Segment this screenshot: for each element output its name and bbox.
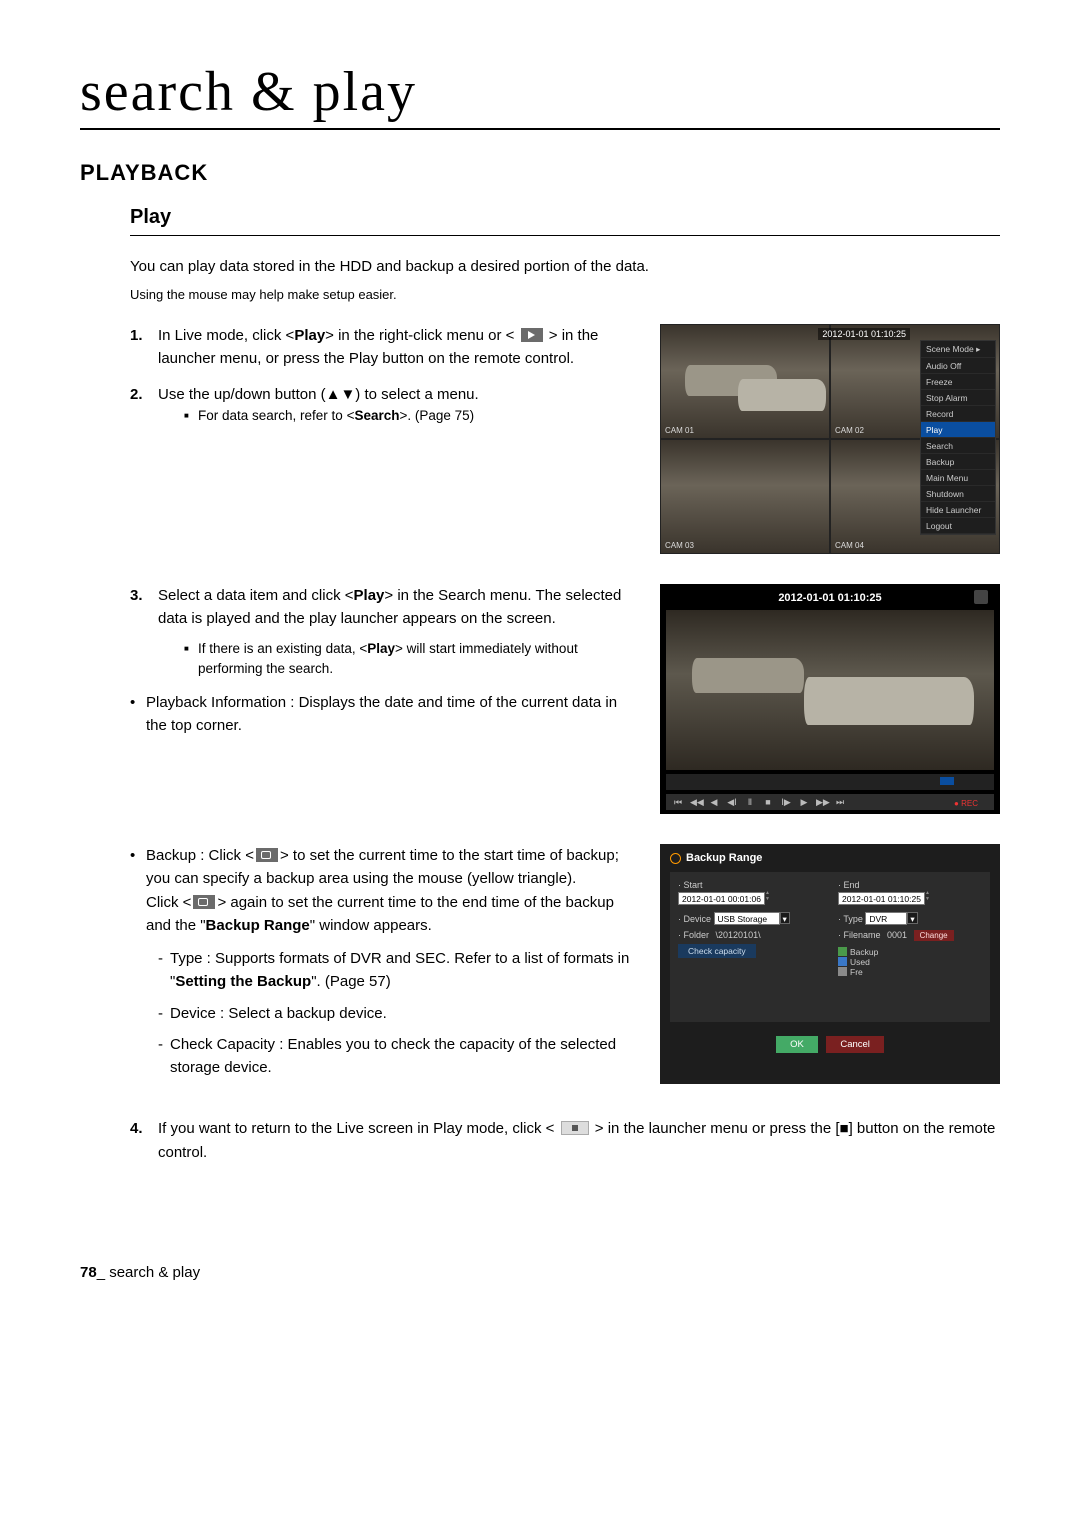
context-menu-item[interactable]: Play	[921, 422, 995, 438]
intro-text-1: You can play data stored in the HDD and …	[130, 256, 1000, 279]
playback-control-button[interactable]: ▶	[798, 797, 810, 807]
context-menu-item[interactable]: Logout	[921, 518, 995, 534]
playback-control-button[interactable]: Ⅰ▶	[780, 797, 792, 807]
end-field[interactable]: 2012-01-01 01:10:25	[838, 892, 925, 905]
playback-control-button[interactable]: ◀	[708, 797, 720, 807]
intro-text-2: Using the mouse may help make setup easi…	[130, 285, 1000, 305]
ok-button[interactable]: OK	[776, 1036, 818, 1053]
dash-device: Device : Select a backup device.	[158, 1002, 640, 1025]
backup-icon	[256, 848, 278, 862]
playback-control-button[interactable]: ◀Ⅰ	[726, 797, 738, 807]
legend-item: Backup	[838, 947, 982, 957]
filename-value: 0001	[887, 930, 907, 940]
step-3: 3. Select a data item and click <Play> i…	[130, 584, 640, 679]
rec-indicator: ● REC	[954, 799, 978, 808]
context-menu-item[interactable]: Backup	[921, 454, 995, 470]
step-1: 1. In Live mode, click <Play> in the rig…	[130, 324, 640, 371]
playback-info-bullet: Playback Information : Displays the date…	[130, 691, 640, 738]
end-label: · End	[838, 880, 982, 890]
playback-controls[interactable]: ⏮◀◀◀◀ⅠⅡ■Ⅰ▶▶▶▶⏭	[666, 794, 994, 810]
context-menu[interactable]: Scene Mode ▸Audio OffFreezeStop AlarmRec…	[920, 340, 996, 535]
dash-check-capacity: Check Capacity : Enables you to check th…	[158, 1033, 640, 1080]
context-menu-item[interactable]: Shutdown	[921, 486, 995, 502]
sub-heading: Play	[130, 206, 1000, 236]
device-select[interactable]: USB Storage	[714, 912, 780, 925]
context-menu-item[interactable]: Audio Off	[921, 358, 995, 374]
screenshot-quad-view: CAM 01 CAM 02 CAM 03 CAM 04 2012-01-01 0…	[660, 324, 1000, 554]
play-icon	[521, 328, 543, 342]
playback-control-button[interactable]: Ⅱ	[744, 797, 756, 807]
screenshot-playback: 2012-01-01 01:10:25 ⏮◀◀◀◀ⅠⅡ■Ⅰ▶▶▶▶⏭ ● REC	[660, 584, 1000, 814]
user-icon	[974, 590, 988, 604]
type-label: · Type	[838, 914, 863, 924]
stop-icon	[561, 1121, 589, 1135]
step-4: 4. If you want to return to the Live scr…	[130, 1117, 1000, 1164]
context-menu-item[interactable]: Record	[921, 406, 995, 422]
folder-value: \20120101\	[716, 930, 761, 940]
playback-control-button[interactable]: ⏮	[672, 797, 684, 807]
context-menu-item[interactable]: Freeze	[921, 374, 995, 390]
change-button[interactable]: Change	[914, 930, 954, 941]
screenshot-backup-range: Backup Range · Start 2012-01-01 00:01:06…	[660, 844, 1000, 1084]
type-select[interactable]: DVR	[865, 912, 907, 925]
timeline-bar[interactable]	[666, 774, 994, 790]
playback-control-button[interactable]: ◀◀	[690, 797, 702, 807]
playback-control-button[interactable]: ■	[762, 797, 774, 807]
step-2-note: For data search, refer to <Search>. (Pag…	[184, 406, 479, 426]
step-2: 2. Use the up/down button (▲▼) to select…	[130, 383, 640, 427]
dialog-title: Backup Range	[660, 844, 1000, 868]
context-menu-item[interactable]: Search	[921, 438, 995, 454]
dropdown-icon[interactable]: ▾	[780, 912, 790, 924]
cancel-button[interactable]: Cancel	[826, 1036, 884, 1053]
legend-item: Used	[838, 957, 982, 967]
backup-bullet: Backup : Click <> to set the current tim…	[130, 844, 640, 937]
context-menu-item[interactable]: Hide Launcher	[921, 502, 995, 518]
context-menu-item[interactable]: Stop Alarm	[921, 390, 995, 406]
start-label: · Start	[678, 880, 822, 890]
backup-icon	[193, 895, 215, 909]
start-field[interactable]: 2012-01-01 00:01:06	[678, 892, 765, 905]
check-capacity-button[interactable]: Check capacity	[678, 944, 756, 958]
playback-control-button[interactable]: ▶▶	[816, 797, 828, 807]
page-footer: 78_ search & play	[80, 1264, 1000, 1281]
page-title: search & play	[80, 60, 1000, 130]
context-menu-item[interactable]: Main Menu	[921, 470, 995, 486]
step-3-note: If there is an existing data, <Play> wil…	[184, 639, 640, 680]
gear-icon	[670, 853, 681, 864]
timestamp-label: 2012-01-01 01:10:25	[818, 328, 910, 340]
playback-control-button[interactable]: ⏭	[834, 797, 846, 807]
dash-type: Type : Supports formats of DVR and SEC. …	[158, 947, 640, 994]
context-menu-item[interactable]: Scene Mode ▸	[921, 341, 995, 358]
dropdown-icon[interactable]: ▾	[907, 912, 917, 924]
timestamp-label: 2012-01-01 01:10:25	[660, 592, 1000, 604]
legend-item: Fre	[838, 967, 982, 977]
section-heading: PLAYBACK	[80, 160, 1000, 186]
device-label: · Device	[678, 914, 711, 924]
folder-label: · Folder	[678, 930, 709, 940]
filename-label: · Filename	[838, 930, 881, 940]
